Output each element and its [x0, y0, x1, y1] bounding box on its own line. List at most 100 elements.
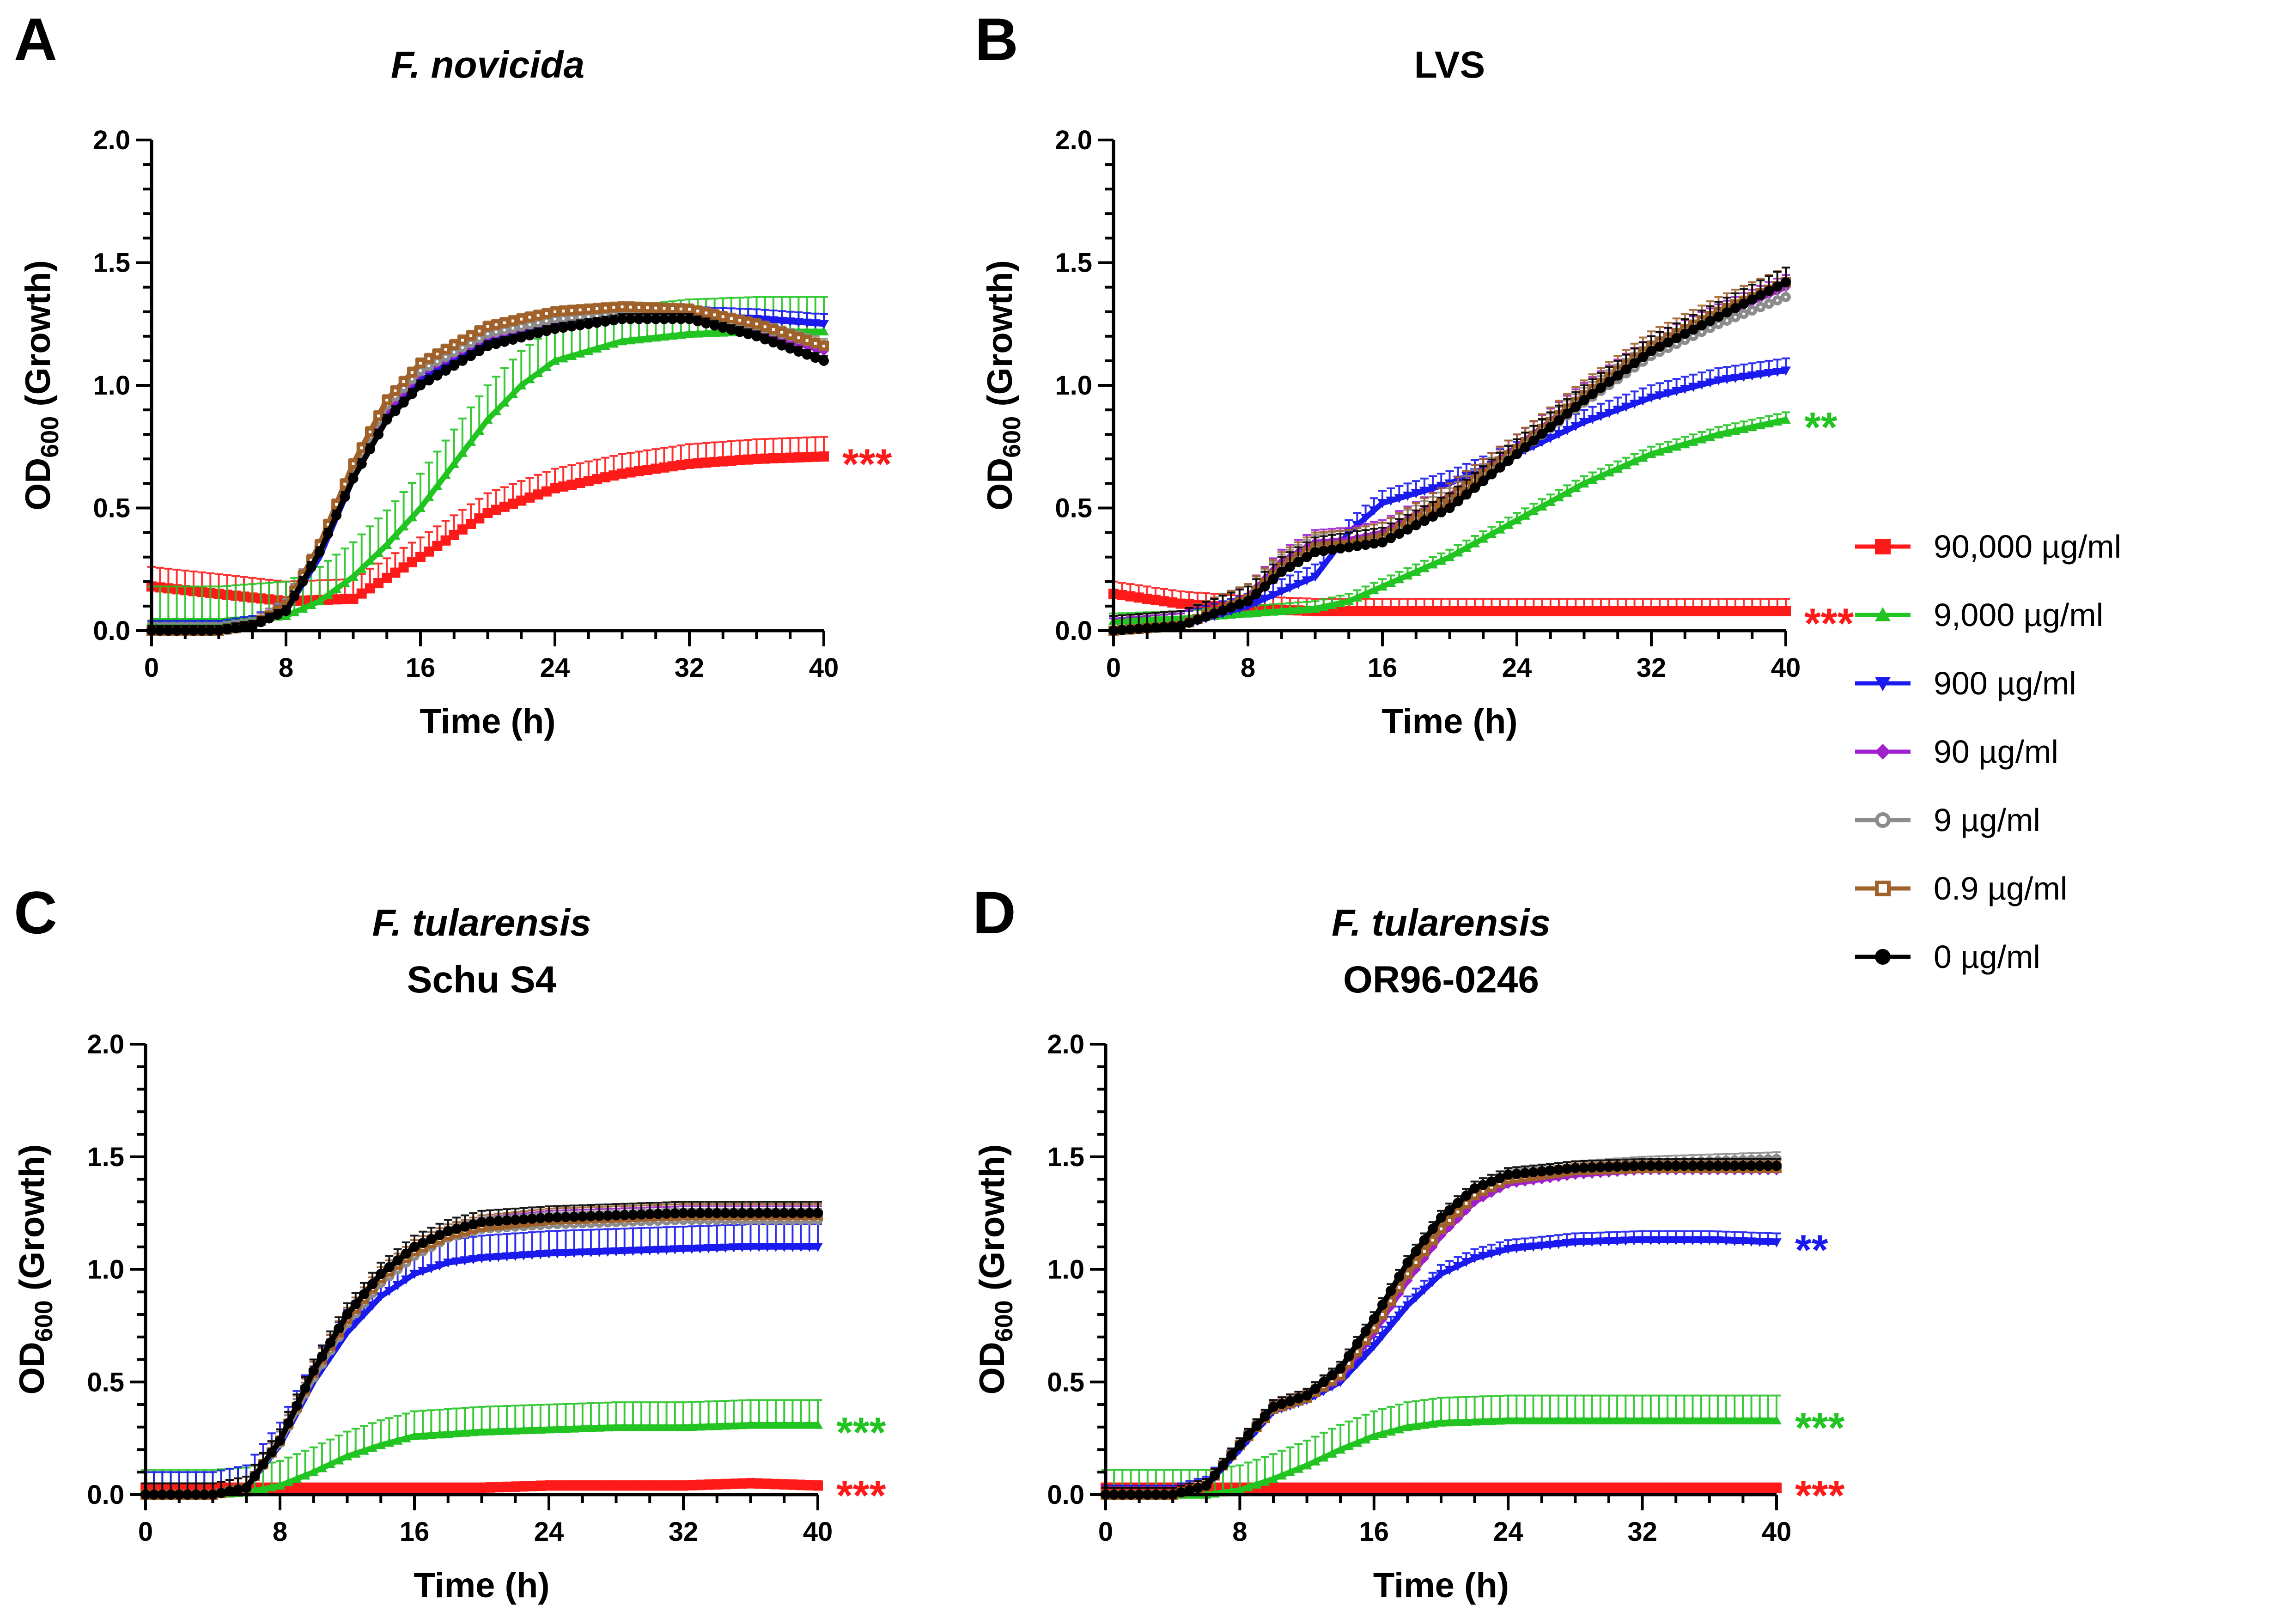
data-point	[583, 346, 594, 355]
data-point	[1553, 1483, 1564, 1493]
data-point	[1696, 1236, 1706, 1246]
data-point	[1746, 1483, 1757, 1493]
data-point	[787, 1242, 798, 1252]
data-point	[566, 480, 577, 490]
data-point	[466, 351, 476, 361]
x-tick-label: 0	[144, 653, 159, 683]
data-point	[334, 1455, 344, 1465]
data-point	[508, 499, 518, 509]
data-point	[787, 1208, 798, 1218]
data-point	[373, 547, 384, 557]
data-point	[1595, 1415, 1606, 1424]
data-point	[802, 318, 812, 328]
series-0	[1108, 580, 1791, 616]
data-point	[316, 1463, 327, 1472]
series-0	[1101, 1482, 1782, 1493]
data-point	[777, 327, 787, 338]
significance-marker: ***	[1804, 600, 1854, 647]
data-point	[1167, 597, 1178, 608]
chart-title: F. novicida	[391, 44, 584, 86]
data-point	[382, 395, 392, 405]
data-point	[602, 1210, 613, 1221]
data-point	[1503, 1169, 1514, 1180]
data-point	[1772, 281, 1783, 292]
data-point	[1729, 1483, 1740, 1493]
data-point	[524, 374, 535, 383]
data-point	[367, 1301, 378, 1311]
data-point	[233, 1484, 243, 1495]
data-point	[729, 1208, 739, 1218]
data-point	[342, 1309, 353, 1320]
data-point	[300, 1383, 310, 1393]
error-bars	[147, 306, 828, 631]
data-point	[687, 1245, 697, 1254]
data-point	[1453, 1207, 1463, 1217]
data-point	[633, 466, 644, 476]
data-point	[1235, 1485, 1245, 1495]
data-point	[466, 330, 476, 341]
data-point	[432, 541, 443, 551]
data-point	[1478, 606, 1489, 616]
data-point	[669, 1245, 680, 1255]
x-tick-label: 32	[675, 653, 705, 683]
data-point	[451, 1223, 462, 1234]
data-point	[384, 1483, 395, 1493]
data-point	[1344, 596, 1354, 606]
data-point	[365, 583, 375, 594]
data-point	[575, 478, 585, 488]
error-bars	[1109, 267, 1790, 631]
data-point	[667, 304, 678, 314]
data-point	[751, 331, 762, 341]
x-tick-label: 32	[669, 1517, 699, 1547]
data-point	[1478, 533, 1489, 543]
data-point	[577, 1423, 588, 1432]
data-point	[457, 448, 468, 457]
data-point	[810, 326, 821, 335]
data-point	[409, 1241, 420, 1252]
data-point	[1495, 1415, 1505, 1425]
data-point	[1461, 1258, 1472, 1267]
data-point	[1327, 1483, 1338, 1493]
data-point	[1402, 1422, 1413, 1431]
data-point	[609, 315, 619, 326]
y-axis-label-tail: (Growth)	[973, 1144, 1012, 1301]
data-point	[793, 333, 804, 343]
data-point	[1293, 1393, 1304, 1404]
data-point	[1697, 606, 1707, 616]
data-point	[785, 317, 796, 327]
y-axis-label-sub: 600	[36, 416, 64, 458]
data-point	[684, 304, 694, 315]
data-point	[737, 1420, 748, 1429]
data-point	[485, 1253, 495, 1263]
error-bars	[1109, 267, 1790, 631]
data-point	[1781, 606, 1791, 616]
data-point	[1578, 1415, 1589, 1424]
data-point	[1587, 1237, 1597, 1247]
data-point	[591, 343, 602, 353]
data-point	[611, 1422, 621, 1431]
data-point	[1461, 606, 1472, 616]
data-point	[577, 1211, 588, 1222]
legend-label: 9 µg/ml	[1934, 802, 2040, 838]
data-point	[1444, 606, 1455, 616]
data-point	[340, 594, 350, 604]
data-point	[1335, 543, 1346, 554]
data-point	[1688, 437, 1698, 446]
data-point	[476, 1254, 487, 1264]
data-point	[376, 1292, 386, 1302]
data-point	[348, 572, 359, 581]
data-point	[390, 385, 401, 396]
data-point	[1730, 606, 1740, 616]
data-point	[334, 1483, 344, 1493]
x-tick-label: 8	[1232, 1517, 1247, 1547]
x-tick-label: 0	[138, 1517, 153, 1547]
chart-title: F. tularensis	[1332, 902, 1551, 944]
data-point	[687, 1480, 697, 1490]
data-point	[712, 1421, 722, 1430]
data-point	[1562, 487, 1573, 497]
data-point	[1453, 1198, 1463, 1208]
data-point	[365, 444, 375, 455]
data-point	[552, 1212, 563, 1223]
data-point	[1402, 1301, 1413, 1311]
legend-item: 0.9 µg/ml	[1855, 870, 2067, 906]
